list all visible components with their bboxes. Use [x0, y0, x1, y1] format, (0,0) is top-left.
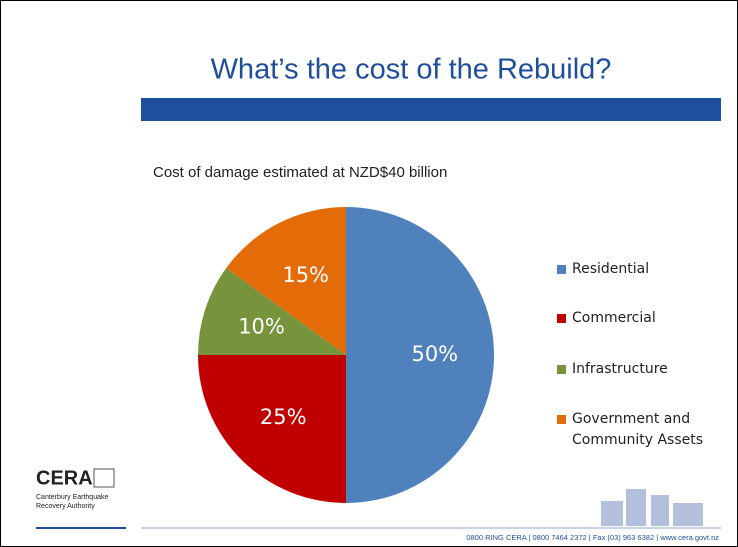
legend-label: Infrastructure — [572, 361, 668, 377]
logo-emblem — [93, 468, 115, 488]
legend-label: Government and Community Assets — [572, 411, 704, 448]
pie-slice — [198, 355, 346, 503]
legend-item: Government and Community Assets — [557, 409, 707, 451]
legend-swatch — [557, 365, 566, 374]
data-label: 10% — [238, 315, 285, 339]
legend-item: Commercial — [557, 308, 707, 329]
legend-swatch — [557, 314, 566, 323]
legend-item: Residential — [557, 259, 707, 280]
pie-slice — [226, 207, 346, 355]
legend-label: Residential — [572, 261, 650, 277]
footer-text: 0800 RING CERA | 0800 7464 2372 | Fax (0… — [466, 533, 719, 542]
pie-slice — [346, 207, 494, 503]
title-bar — [141, 98, 721, 121]
data-label: 50% — [411, 342, 458, 366]
buildings — [601, 489, 703, 526]
chart-subtitle: Cost of damage estimated at NZD$40 billi… — [153, 164, 447, 181]
chart-title: What’s the cost of the Rebuild? — [211, 54, 612, 86]
logo-line: Canterbury Earthquake — [36, 494, 108, 501]
legend-label: Commercial — [572, 310, 656, 326]
logo-name: CERA — [36, 467, 93, 489]
pie: 50% 25% 10% 15% — [198, 207, 494, 503]
legend-swatch — [557, 415, 566, 424]
pie-slice — [198, 268, 346, 355]
logo-line: Recovery Authority — [36, 503, 95, 510]
legend-item: Infrastructure — [557, 359, 707, 380]
legend-swatch — [557, 265, 566, 274]
data-label: 15% — [282, 263, 329, 287]
data-label: 25% — [260, 405, 307, 429]
